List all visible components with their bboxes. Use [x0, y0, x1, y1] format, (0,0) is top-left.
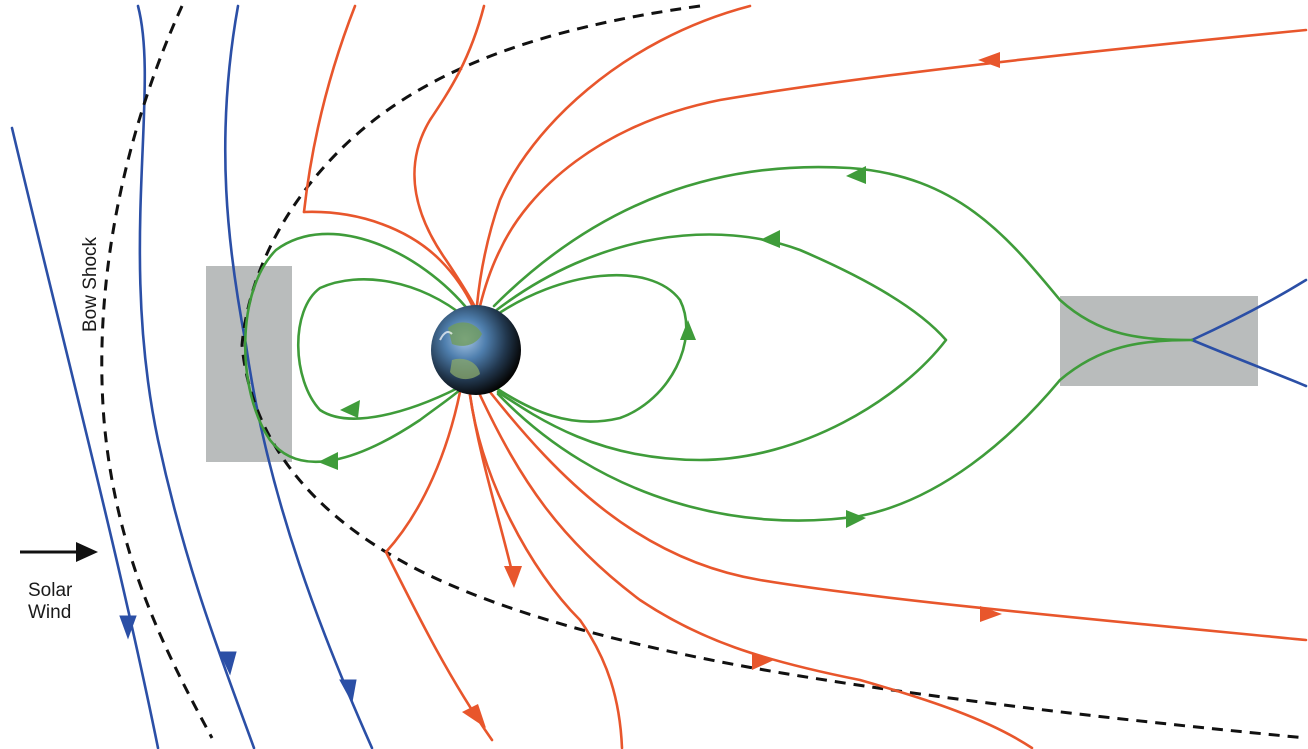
right-arrow-icon	[20, 542, 98, 562]
imf-line	[1190, 278, 1308, 342]
imf-line	[1190, 338, 1308, 388]
open-field-line	[413, 4, 486, 307]
open-field-arrow	[978, 52, 1000, 68]
open-field-line	[468, 393, 516, 582]
closed-field-arrow	[318, 452, 338, 470]
closed-field-arrow	[846, 166, 866, 184]
open-field-line	[478, 393, 1034, 749]
open-field-line	[302, 210, 474, 307]
closed-field-line	[490, 273, 688, 423]
closed-field-arrow	[846, 510, 866, 528]
closed-field-line	[243, 232, 472, 464]
closed-field-arrow	[680, 320, 696, 340]
open-field-line	[488, 390, 1308, 642]
open-field-arrow	[462, 704, 486, 728]
imf-line	[10, 126, 160, 749]
imf-arrow	[119, 615, 137, 640]
open-field-arrow	[752, 652, 774, 670]
closed-field-line	[492, 233, 948, 462]
bow-shock-line	[100, 5, 214, 739]
open-field-arrow	[504, 566, 522, 588]
open-field-line	[478, 28, 1308, 308]
closed-field-arrow	[340, 400, 360, 418]
open-field-line	[384, 390, 462, 554]
open-field-arrow	[980, 606, 1002, 622]
imf-arrow	[219, 651, 237, 676]
open-field-line	[468, 393, 624, 749]
magnetopause-line	[240, 4, 1307, 740]
imf-arrow	[339, 679, 357, 704]
closed-field-line	[492, 165, 1194, 522]
solar-wind-label-line2: Wind	[28, 602, 72, 623]
open-field-line	[475, 4, 752, 307]
earth-globe-icon	[431, 305, 521, 395]
solar-wind-label-line1: Solar	[28, 580, 73, 601]
solar-wind-label: Solar Wind	[28, 580, 72, 624]
closed-field-arrow	[760, 230, 780, 248]
open-field-line	[302, 4, 357, 214]
bow-shock-label: Bow Shock	[80, 236, 101, 332]
closed-field-line	[297, 278, 468, 420]
imf-line	[136, 4, 256, 749]
